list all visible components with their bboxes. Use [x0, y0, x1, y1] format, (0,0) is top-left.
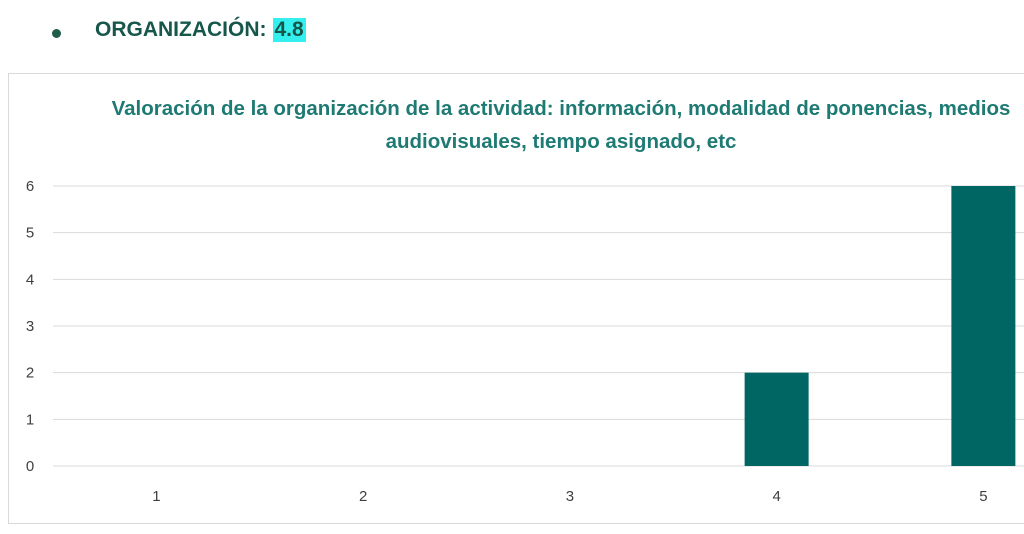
x-tick-label: 2	[359, 488, 367, 505]
bullet-icon	[52, 28, 61, 38]
bar-5	[951, 186, 1016, 466]
y-tick-label: 4	[26, 271, 34, 288]
x-tick-label: 1	[152, 488, 160, 505]
bar-4	[744, 372, 809, 466]
y-tick-label: 6	[26, 178, 34, 195]
y-tick-label: 5	[26, 225, 34, 242]
x-tick-label: 3	[566, 488, 574, 505]
x-tick-label: 4	[772, 488, 780, 505]
y-tick-label: 0	[26, 458, 34, 475]
chart-frame	[8, 73, 1024, 524]
y-tick-label: 2	[26, 365, 34, 382]
y-tick-label: 1	[26, 411, 34, 428]
section-label: ORGANIZACIÓN:	[95, 18, 267, 41]
section-heading: ORGANIZACIÓN: 4.8	[52, 14, 306, 46]
x-tick-label: 5	[979, 488, 987, 505]
y-tick-label: 3	[26, 318, 34, 335]
score-badge: 4.8	[272, 18, 306, 42]
chart-title: Valoración de la organización de la acti…	[111, 97, 1011, 153]
